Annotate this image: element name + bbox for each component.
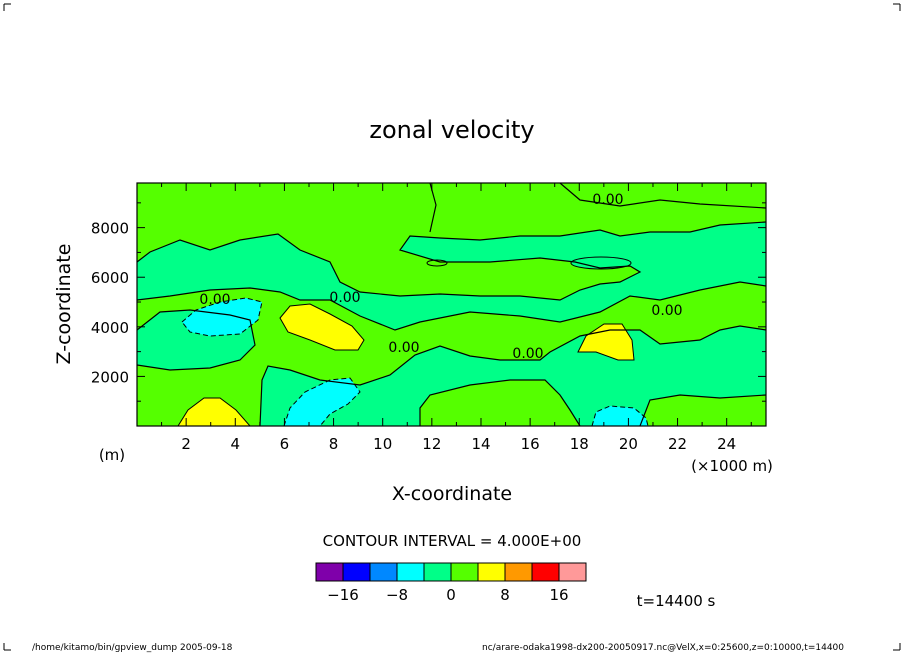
contour-fill-cyan-2 — [283, 377, 361, 426]
contour-fill-positive-lower — [420, 380, 580, 426]
x-tick-label: 24 — [717, 435, 736, 453]
colorbar-tick-label: 0 — [446, 586, 456, 604]
y-tick-label: 2000 — [91, 368, 129, 386]
contour-fill-yellow-1 — [279, 303, 365, 351]
colorbar-swatch — [315, 562, 344, 582]
x-axis-ticks: 2 4 6 8 10 12 14 16 18 20 22 24 — [161, 183, 752, 453]
x-tick-label: 12 — [422, 435, 441, 453]
colorbar-tick-label: 16 — [549, 586, 568, 604]
footer-right: nc/arare-odaka1998-dx200-20050917.nc@Vel… — [482, 643, 844, 653]
x-tick-label: 16 — [521, 435, 540, 453]
x-tick-label: 8 — [329, 435, 339, 453]
x-axis-units: (×1000 m) — [691, 457, 773, 475]
y-axis-units: (m) — [99, 446, 125, 464]
x-tick-label: 4 — [231, 435, 241, 453]
x-axis-label: X-coordinate — [392, 483, 512, 505]
colorbar-tick-label: −8 — [386, 586, 408, 604]
contour-label-group: 0.00 0.00 0.00 0.00 0.00 0.00 — [199, 192, 682, 362]
footer-left: /home/kitamo/bin/gpview_dump 2005-09-18 — [32, 643, 233, 653]
colorbar-swatch — [423, 562, 452, 582]
contour-fill-cyan-1 — [181, 297, 263, 337]
colorbar-swatch — [369, 562, 398, 582]
colorbar-swatch — [342, 562, 371, 582]
x-tick-label: 22 — [668, 435, 687, 453]
x-tick-label: 20 — [619, 435, 638, 453]
colorbar-tick-label: 8 — [500, 586, 510, 604]
contour-label: 0.00 — [592, 192, 623, 208]
contour-fill-positive-upper — [137, 183, 766, 300]
colorbar — [315, 562, 587, 582]
contour-fill-yellow-3 — [177, 397, 251, 426]
colorbar-swatch — [558, 562, 587, 582]
contour-fill-island — [570, 256, 632, 270]
contour-interval-label: CONTOUR INTERVAL = 4.000E+00 — [323, 532, 582, 550]
plot-frame — [136, 182, 767, 427]
x-tick-label: 10 — [373, 435, 392, 453]
colorbar-swatch — [450, 562, 479, 582]
x-tick-label: 14 — [471, 435, 490, 453]
time-label: t=14400 s — [637, 592, 716, 610]
chart-title: zonal velocity — [369, 116, 534, 144]
colorbar-swatch — [504, 562, 533, 582]
contour-label: 0.00 — [512, 346, 543, 362]
y-tick-label: 8000 — [91, 220, 129, 238]
colorbar-tick-label: −16 — [327, 586, 359, 604]
colorbar-tick-labels: −16 −8 0 8 16 — [327, 586, 568, 604]
colorbar-swatch — [477, 562, 506, 582]
y-tick-label: 6000 — [91, 269, 129, 287]
contour-label: 0.00 — [388, 340, 419, 356]
x-tick-label: 18 — [570, 435, 589, 453]
x-tick-label: 6 — [280, 435, 290, 453]
contour-fill-cyan-3 — [591, 405, 649, 426]
contour-fill-positive-bottom-right — [640, 395, 766, 426]
contour-label: 0.00 — [651, 303, 682, 319]
corner-marks — [3, 3, 901, 651]
y-tick-label: 4000 — [91, 319, 129, 337]
colorbar-swatch — [396, 562, 425, 582]
x-tick-label: 2 — [181, 435, 191, 453]
contour-label: 0.00 — [329, 290, 360, 306]
y-axis-label: Z-coordinate — [53, 244, 75, 365]
contour-label: 0.00 — [199, 292, 230, 308]
plot-area — [136, 182, 767, 427]
contour-lines — [137, 183, 766, 426]
colorbar-swatch — [531, 562, 560, 582]
y-axis-ticks: 2000 4000 6000 8000 — [91, 202, 766, 402]
